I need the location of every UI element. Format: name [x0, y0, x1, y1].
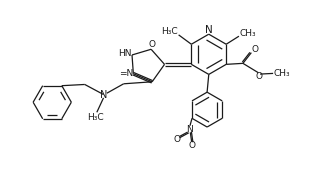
Text: CH₃: CH₃ [240, 29, 256, 38]
Text: N: N [205, 25, 213, 35]
Text: HN: HN [119, 49, 132, 58]
Text: H₃C: H₃C [87, 113, 103, 123]
Text: O: O [174, 135, 181, 144]
Text: O: O [256, 72, 263, 81]
Text: CH₃: CH₃ [274, 69, 291, 78]
Text: O: O [252, 45, 259, 54]
Text: =N: =N [120, 69, 134, 78]
Text: N: N [186, 125, 193, 134]
Text: O: O [149, 40, 156, 49]
Text: N: N [100, 90, 107, 100]
Text: H₃C: H₃C [162, 27, 178, 36]
Text: O: O [189, 141, 196, 150]
